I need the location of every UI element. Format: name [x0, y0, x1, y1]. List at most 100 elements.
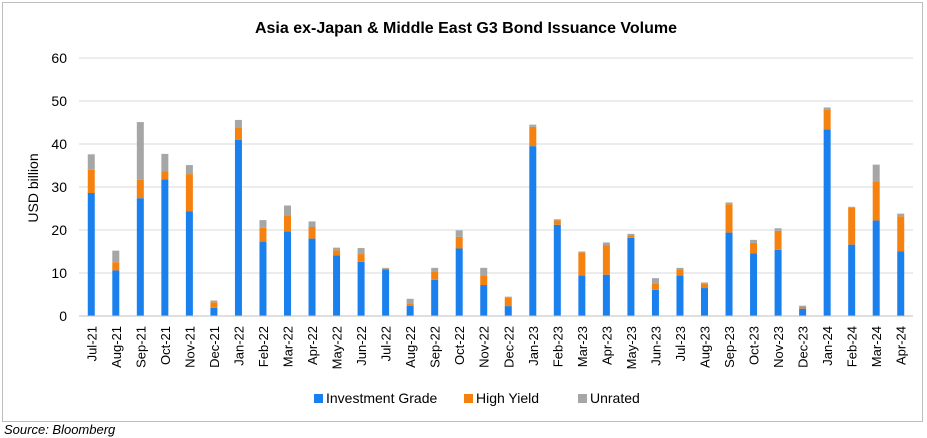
x-tick-label: Oct-22 [452, 326, 467, 365]
bar-investment-grade-oct-23 [750, 253, 758, 316]
bar-high-yield-jul-23 [676, 269, 684, 276]
bar-unrated-dec-21 [210, 300, 218, 303]
x-tick-label: Dec-22 [501, 326, 516, 368]
x-tick-label: Mar-23 [575, 326, 590, 367]
x-tick-label: May-22 [330, 326, 345, 369]
bar-unrated-feb-23 [553, 219, 561, 221]
bar-high-yield-nov-23 [774, 230, 782, 250]
bar-high-yield-mar-22 [284, 215, 291, 232]
bar-high-yield-aug-21 [112, 262, 120, 271]
legend-label-high-yield: High Yield [476, 390, 539, 406]
gridlines [79, 57, 913, 274]
bar-unrated-apr-24 [897, 213, 905, 217]
bar-investment-grade-aug-23 [701, 288, 708, 316]
bar-investment-grade-mar-23 [578, 275, 586, 316]
x-tick-label: Nov-21 [182, 326, 197, 368]
x-tick-label: Sep-23 [722, 326, 737, 368]
x-tick-label: Nov-23 [771, 326, 786, 368]
bar-investment-grade-jan-22 [234, 139, 242, 316]
legend-swatch-unrated [578, 394, 587, 403]
x-tick-label: Jan-24 [820, 326, 835, 366]
bar-high-yield-mar-23 [578, 252, 586, 276]
bar-high-yield-jan-23 [529, 126, 537, 147]
bar-high-yield-may-23 [627, 235, 635, 238]
bar-investment-grade-jul-22 [382, 269, 390, 316]
bar-high-yield-sep-22 [431, 271, 439, 280]
bar-unrated-jun-23 [651, 278, 659, 284]
bar-unrated-jul-21 [87, 154, 95, 170]
bar-unrated-sep-23 [725, 202, 733, 205]
bar-unrated-feb-24 [848, 206, 856, 208]
x-tick-label: Jan-22 [231, 326, 246, 366]
bar-investment-grade-dec-21 [210, 307, 218, 316]
bar-high-yield-jan-24 [823, 110, 831, 130]
bar-investment-grade-nov-21 [185, 211, 193, 316]
x-tick-label: Jul-22 [379, 326, 394, 361]
legend-label-investment-grade: Investment Grade [326, 390, 437, 406]
bar-high-yield-may-22 [333, 250, 341, 256]
bar-high-yield-jul-22 [382, 268, 390, 270]
bar-investment-grade-may-22 [333, 255, 341, 316]
bar-investment-grade-jul-21 [87, 193, 95, 316]
bar-high-yield-sep-21 [136, 179, 144, 199]
bar-high-yield-jun-23 [651, 283, 659, 290]
x-tick-label: Aug-23 [698, 326, 713, 368]
chart-frame: Asia ex-Japan & Middle East G3 Bond Issu… [2, 2, 923, 422]
bar-high-yield-oct-23 [750, 242, 758, 254]
bar-investment-grade-sep-23 [725, 232, 733, 316]
x-tick-label: Oct-23 [747, 326, 762, 365]
bar-high-yield-apr-24 [897, 216, 905, 252]
bars [87, 107, 905, 316]
x-tick-label: Sep-22 [428, 326, 443, 368]
bar-unrated-nov-23 [774, 228, 782, 231]
bar-investment-grade-sep-22 [431, 279, 439, 316]
bar-investment-grade-jul-23 [676, 275, 684, 316]
bar-high-yield-dec-22 [504, 297, 512, 307]
x-tick-label: Dec-23 [796, 326, 811, 368]
bar-investment-grade-dec-23 [799, 308, 807, 316]
bar-unrated-sep-21 [136, 122, 144, 180]
bar-unrated-mar-24 [872, 164, 880, 182]
bar-unrated-aug-21 [112, 250, 120, 263]
x-tick-label: Mar-22 [281, 326, 296, 367]
y-tick-label: 10 [51, 265, 67, 281]
bar-investment-grade-oct-22 [455, 248, 463, 316]
bar-unrated-nov-22 [480, 267, 488, 276]
bar-unrated-oct-23 [750, 239, 758, 243]
bar-investment-grade-jan-23 [529, 146, 537, 316]
source-note: Source: Bloomberg [4, 422, 116, 437]
bar-high-yield-dec-23 [799, 306, 807, 309]
legend-label-unrated: Unrated [590, 390, 640, 406]
bar-investment-grade-apr-22 [308, 238, 316, 316]
y-tick-label: 50 [51, 93, 67, 109]
bar-high-yield-aug-23 [701, 283, 708, 289]
bar-investment-grade-jun-23 [651, 289, 659, 316]
bar-investment-grade-sep-21 [136, 198, 144, 316]
legend-swatch-high-yield [464, 394, 473, 403]
bar-high-yield-jul-21 [87, 169, 95, 194]
bar-high-yield-jun-22 [357, 254, 365, 262]
bar-high-yield-aug-22 [406, 303, 414, 306]
bar-unrated-sep-22 [431, 267, 439, 272]
bar-investment-grade-aug-21 [112, 270, 120, 316]
x-tick-label: Feb-24 [845, 326, 860, 367]
x-tick-label: Jan-23 [526, 326, 541, 366]
y-tick-label: 0 [59, 308, 67, 324]
bar-unrated-jan-23 [529, 124, 537, 127]
bar-high-yield-nov-22 [480, 275, 488, 286]
bar-unrated-jan-22 [234, 119, 242, 128]
x-tick-label: Jul-21 [84, 326, 99, 361]
x-tick-label: Apr-22 [305, 326, 320, 365]
y-tick-label: 30 [51, 179, 67, 195]
x-tick-label: Dec-21 [207, 326, 222, 368]
bar-high-yield-nov-21 [185, 174, 193, 212]
bar-unrated-oct-21 [161, 153, 169, 172]
x-tick-label: Sep-21 [133, 326, 148, 368]
bar-high-yield-apr-22 [308, 226, 316, 239]
bar-unrated-aug-23 [701, 282, 708, 284]
y-axis-title: USD billion [25, 153, 41, 222]
bar-unrated-mar-23 [578, 251, 586, 253]
bar-investment-grade-mar-24 [872, 220, 880, 316]
bar-high-yield-feb-23 [553, 220, 561, 225]
x-tick-label: Aug-21 [109, 326, 124, 368]
